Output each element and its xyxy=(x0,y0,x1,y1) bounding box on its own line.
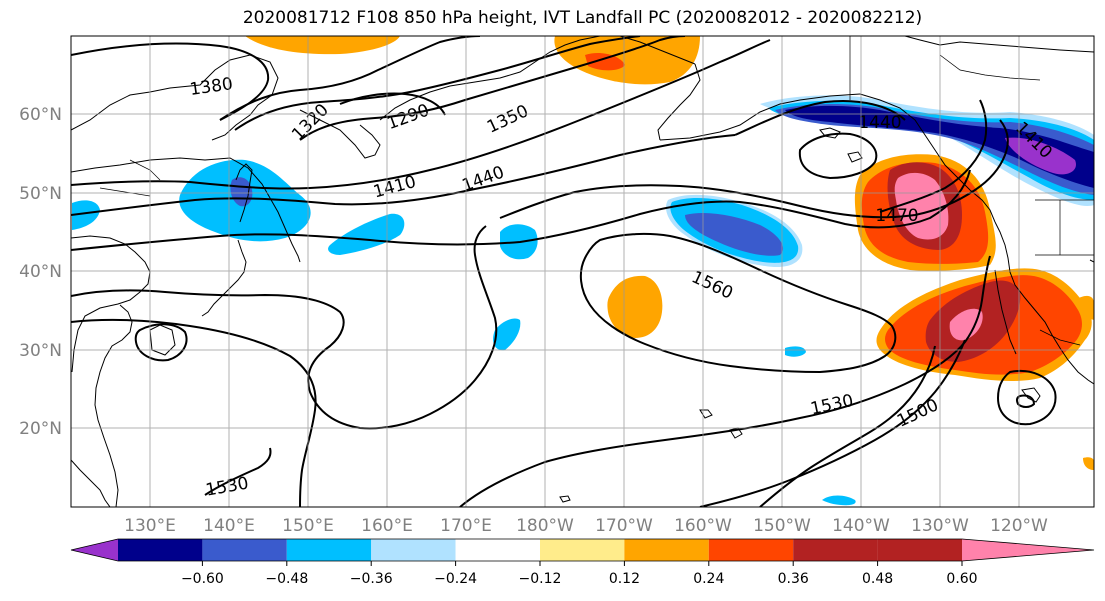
colorbar-tick-label: −0.60 xyxy=(181,571,224,587)
height-contours xyxy=(71,36,1057,507)
colorbar-tick-label: 0.12 xyxy=(609,571,640,587)
latitude-labels: 60°N 50°N 40°N 30°N 20°N xyxy=(19,105,62,439)
colorbar-segment xyxy=(71,539,118,561)
colorbar-segment xyxy=(286,539,372,561)
longitude-labels: 130°E 140°E 150°E 160°E 170°E 180°W 170°… xyxy=(124,516,1048,536)
lat-label: 60°N xyxy=(19,105,62,125)
lon-label: 150°E xyxy=(282,516,334,536)
map-area: 1380 1320 1290 1350 1410 1440 1470 1440 … xyxy=(71,36,1094,507)
contour-label: 1470 xyxy=(875,206,918,226)
political-borders xyxy=(99,36,1094,346)
lon-label: 170°E xyxy=(440,516,492,536)
colorbar-segment xyxy=(371,539,456,561)
colorbar-tick-label: 0.60 xyxy=(946,571,977,587)
lon-label: 140°E xyxy=(203,516,255,536)
lon-label: 140°W xyxy=(832,516,890,536)
colorbar-segment xyxy=(118,539,203,561)
lat-label: 30°N xyxy=(19,341,62,361)
colorbar-tick-label: 0.36 xyxy=(778,571,809,587)
colorbar-segment xyxy=(624,539,709,561)
colorbar-tick-label: 0.48 xyxy=(862,571,893,587)
colorbar-segment xyxy=(455,539,540,561)
colorbar-tick-label: −0.24 xyxy=(434,571,477,587)
colorbar-segment xyxy=(877,539,962,561)
map-frame xyxy=(70,35,1095,508)
lon-label: 160°E xyxy=(361,516,413,536)
colorbar-tick-label: −0.12 xyxy=(519,571,562,587)
colorbar: −0.60 −0.48 −0.36 −0.24 −0.12 0.12 0.24 … xyxy=(70,538,1095,587)
lat-label: 40°N xyxy=(19,262,62,282)
contour-label: 1440 xyxy=(858,113,901,133)
lon-label: 170°W xyxy=(595,516,653,536)
lon-label: 160°W xyxy=(674,516,732,536)
colorbar-outline xyxy=(70,538,1095,562)
coastlines xyxy=(71,36,1094,507)
colorbar-tick-label: −0.48 xyxy=(265,571,308,587)
map-title: 2020081712 F108 850 hPa height, IVT Land… xyxy=(242,8,923,28)
lat-label: 20°N xyxy=(19,419,62,439)
colorbar-segment xyxy=(540,539,625,561)
lon-label: 150°W xyxy=(753,516,811,536)
lon-label: 180°W xyxy=(516,516,574,536)
colorbar-segment xyxy=(202,539,287,561)
lon-label: 130°E xyxy=(124,516,176,536)
colorbar-tick-label: −0.36 xyxy=(350,571,393,587)
colorbar-tick-label: 0.24 xyxy=(693,571,724,587)
lat-label: 50°N xyxy=(19,184,62,204)
lon-label: 120°W xyxy=(990,516,1048,536)
colorbar-segment xyxy=(793,539,878,561)
lon-label: 130°W xyxy=(911,516,969,536)
colorbar-segment xyxy=(708,539,794,561)
gridlines xyxy=(71,36,1094,507)
colorbar-segment xyxy=(962,539,1094,561)
